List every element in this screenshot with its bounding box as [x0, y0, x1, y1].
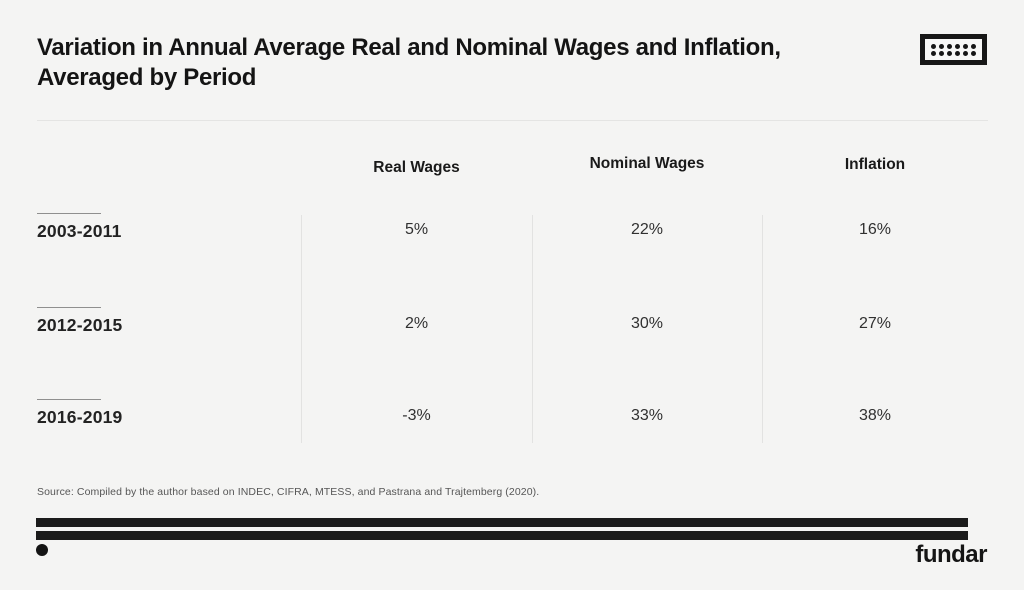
period-cell: 2016-2019	[37, 399, 301, 428]
period-label: 2016-2019	[37, 407, 123, 427]
real-wages-value: -3%	[402, 407, 431, 424]
inflation-value: 27%	[858, 315, 892, 332]
table-row: 2012-2015 2% 30% 27%	[37, 307, 988, 336]
real-wages-value: 2%	[404, 315, 429, 332]
column-header-inflation: Inflation	[844, 156, 906, 173]
dot-row	[931, 43, 976, 49]
table-dots-icon-inner	[925, 39, 982, 60]
inflation-value: 16%	[858, 221, 892, 238]
brand-dot	[36, 544, 48, 556]
period-overline	[37, 399, 101, 400]
period-label: 2012-2015	[37, 315, 123, 335]
table-row: 2016-2019 -3% 33% 38%	[37, 399, 988, 428]
period-overline	[37, 307, 101, 308]
column-divider	[762, 215, 763, 443]
page-title-line2: Averaged by Period	[37, 64, 257, 91]
period-label: 2003-2011	[37, 221, 122, 241]
title-divider-rule	[37, 120, 988, 121]
brand-bar-top	[36, 518, 968, 527]
brand-bar-bottom	[36, 531, 968, 540]
page-title-line1: Variation in Annual Average Real and Nom…	[37, 34, 781, 61]
real-wages-value: 5%	[404, 221, 429, 238]
column-header-nominal-wages: Nominal Wages	[589, 155, 705, 172]
source-note: Source: Compiled by the author based on …	[37, 486, 540, 498]
nominal-wages-value: 30%	[630, 315, 664, 332]
fundar-logo: fundar	[915, 541, 987, 568]
column-divider	[301, 215, 302, 443]
nominal-wages-value: 33%	[630, 407, 664, 424]
dot-row	[931, 50, 976, 56]
column-divider	[532, 215, 533, 443]
inflation-value: 38%	[858, 407, 892, 424]
nominal-wages-value: 22%	[630, 221, 664, 238]
period-cell: 2003-2011	[37, 213, 301, 242]
page-title: Variation in Annual Average Real and Nom…	[37, 33, 897, 93]
table-row: 2003-2011 5% 22% 16%	[37, 213, 988, 242]
period-overline	[37, 213, 101, 214]
table-dots-icon	[920, 34, 987, 65]
period-cell: 2012-2015	[37, 307, 301, 336]
column-header-real-wages: Real Wages	[373, 159, 460, 176]
